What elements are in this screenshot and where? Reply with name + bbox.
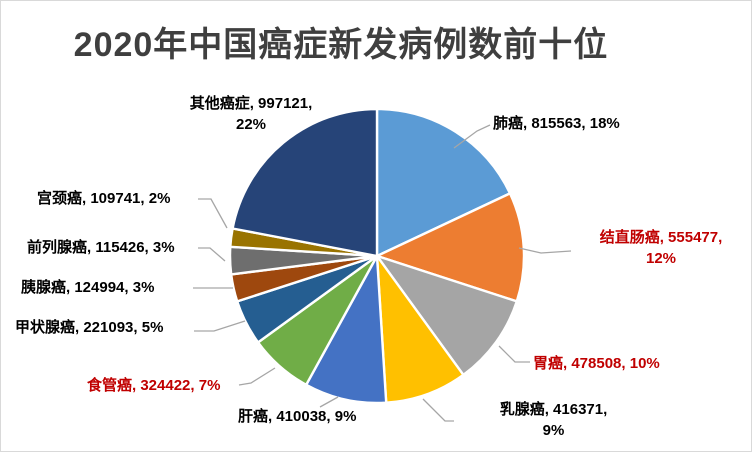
slice-label-line: 胃癌, 478508, 10% [533, 355, 660, 372]
slice-label-line: 其他癌症, 997121, [189, 95, 313, 112]
pie-slice-4 [375, 254, 465, 404]
pie-slice-3 [375, 254, 518, 377]
slice-label-1: 肺癌, 815563, 18% [493, 113, 683, 134]
pie-slice-2 [375, 192, 526, 303]
pie-slice-11 [231, 107, 379, 258]
label-leader-line [422, 398, 454, 422]
slice-label-line: 12% [645, 250, 677, 267]
slice-label-line: 前列腺癌, 115426, 3% [27, 239, 175, 256]
slice-label-5: 肝癌, 410038, 9% [238, 406, 423, 427]
pie-slice-5 [305, 254, 388, 405]
slice-label-2: 结直肠癌, 555477, 12% [575, 227, 747, 269]
label-leader-line [498, 345, 530, 363]
slice-label-line: 乳腺癌, 416371, [499, 401, 608, 418]
label-leader-line [198, 247, 226, 262]
slice-label-3: 胃癌, 478508, 10% [533, 353, 733, 374]
label-leader-line [194, 320, 246, 332]
slice-label-line: 食管癌, 324422, 7% [87, 377, 221, 394]
slice-label-line: 结直肠癌, 555477, [599, 229, 723, 246]
pie-slice-1 [375, 107, 512, 258]
slice-label-line: 肝癌, 410038, 9% [238, 408, 357, 425]
label-leader-line [453, 124, 491, 149]
label-leader-line [518, 247, 572, 254]
slice-label-7: 甲状腺癌, 221093, 5% [15, 317, 195, 338]
slice-label-8: 胰腺癌, 124994, 3% [21, 277, 191, 298]
slice-label-line: 9% [542, 422, 565, 439]
label-leader-line [238, 367, 276, 386]
label-leader-line [319, 396, 339, 408]
slice-label-line: 22% [235, 116, 267, 133]
slice-label-4: 乳腺癌, 416371, 9% [456, 399, 651, 441]
slice-label-9: 前列腺癌, 115426, 3% [27, 237, 207, 258]
slice-label-line: 甲状腺癌, 221093, 5% [15, 319, 164, 336]
slice-label-6: 食管癌, 324422, 7% [87, 375, 252, 396]
slice-label-line: 肺癌, 815563, 18% [493, 115, 620, 132]
slice-label-line: 宫颈癌, 109741, 2% [37, 190, 171, 207]
slice-label-line: 胰腺癌, 124994, 3% [21, 279, 155, 296]
slice-label-10: 宫颈癌, 109741, 2% [37, 188, 202, 209]
label-leader-line [198, 198, 228, 229]
slice-label-11: 其他癌症, 997121, 22% [151, 93, 351, 135]
chart-title: 2020年中国癌症新发病例数前十位 [73, 26, 609, 64]
